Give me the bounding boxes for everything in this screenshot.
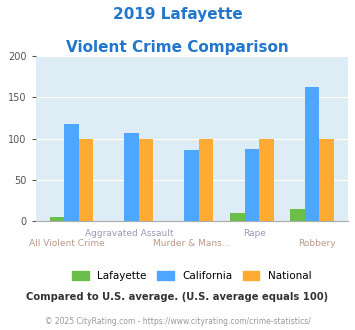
Bar xyxy=(290,209,305,221)
Bar xyxy=(124,133,139,221)
Text: Violent Crime Comparison: Violent Crime Comparison xyxy=(66,40,289,54)
Text: All Violent Crime: All Violent Crime xyxy=(29,239,105,248)
Bar xyxy=(319,139,334,221)
Text: Compared to U.S. average. (U.S. average equals 100): Compared to U.S. average. (U.S. average … xyxy=(26,292,329,302)
Bar xyxy=(50,217,64,221)
Bar xyxy=(199,139,213,221)
Bar xyxy=(64,124,78,221)
Text: Rape: Rape xyxy=(243,229,266,238)
Text: 2019 Lafayette: 2019 Lafayette xyxy=(113,7,242,21)
Bar xyxy=(245,149,259,221)
Bar xyxy=(78,139,93,221)
Text: © 2025 CityRating.com - https://www.cityrating.com/crime-statistics/: © 2025 CityRating.com - https://www.city… xyxy=(45,317,310,326)
Text: Aggravated Assault: Aggravated Assault xyxy=(85,229,174,238)
Bar xyxy=(305,87,319,221)
Bar xyxy=(185,150,199,221)
Bar xyxy=(139,139,153,221)
Bar xyxy=(259,139,274,221)
Text: Robbery: Robbery xyxy=(298,239,335,248)
Legend: Lafayette, California, National: Lafayette, California, National xyxy=(68,267,315,285)
Text: Murder & Mans...: Murder & Mans... xyxy=(153,239,230,248)
Bar xyxy=(230,213,245,221)
